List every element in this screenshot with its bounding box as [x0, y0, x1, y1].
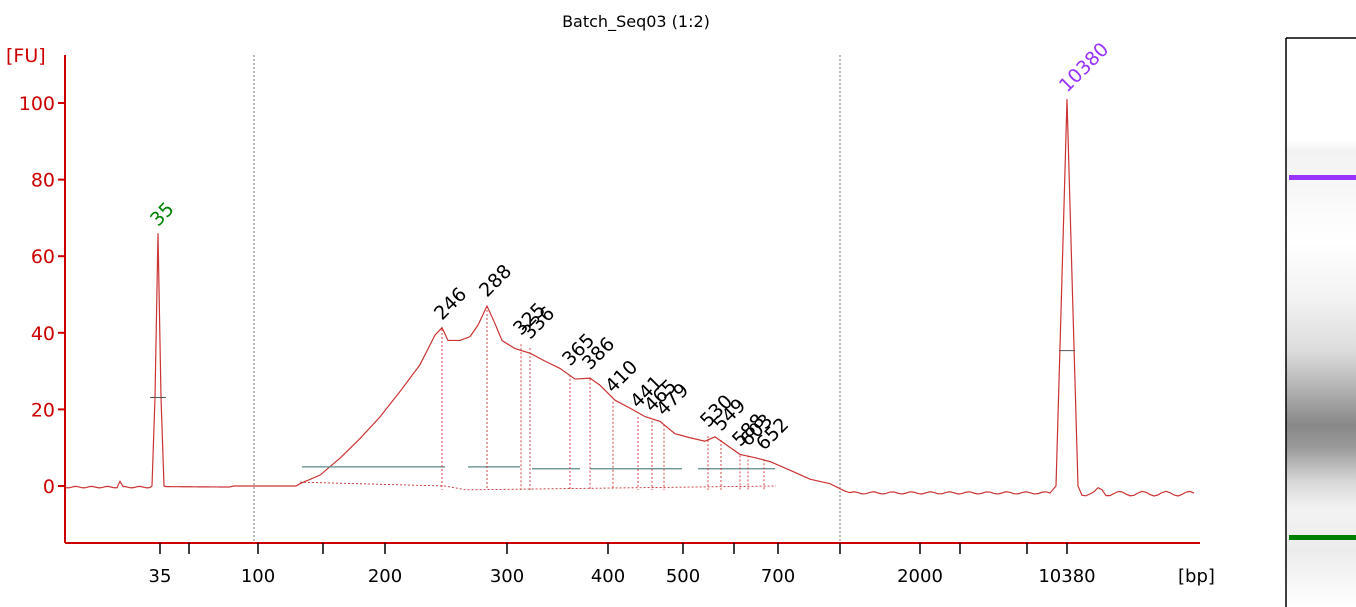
x-tick-label: 700 — [761, 566, 795, 587]
x-tick-label: 2000 — [897, 566, 943, 587]
x-axis-label: [bp] — [1178, 566, 1215, 587]
region-dividers — [253, 55, 841, 543]
chart-title: Batch_Seq03 (1:2) — [562, 12, 710, 32]
smear-floor — [299, 481, 777, 491]
y-tick-label: 0 — [43, 476, 55, 498]
x-tick-label: 300 — [490, 566, 524, 587]
series-line — [65, 99, 1195, 497]
peak-label: 246 — [430, 283, 471, 324]
y-tick-label: 40 — [31, 323, 55, 345]
axes: 0 20 40 60 80 100 35 100 200 300 400 500 700 2000 1038… — [19, 55, 1200, 587]
x-tick-label: 200 — [368, 566, 402, 587]
x-tick-label: 500 — [666, 566, 700, 587]
gel-band-upper-marker — [1289, 175, 1356, 180]
gel-image — [1285, 37, 1356, 607]
x-tick-label: 400 — [591, 566, 625, 587]
y-tick-label: 80 — [31, 170, 55, 192]
y-tick-label: 60 — [31, 246, 55, 268]
x-tick-label: 100 — [241, 566, 275, 587]
x-tick-label: 10380 — [1038, 566, 1095, 587]
peak-label: 288 — [475, 260, 516, 301]
y-tick-label: 20 — [31, 399, 55, 421]
marker-label: 35 — [146, 198, 179, 231]
y-axis-label: [FU] — [6, 45, 46, 67]
x-tick-label: 35 — [149, 566, 172, 587]
y-tick-label: 100 — [19, 93, 55, 115]
trace-group — [65, 99, 1195, 497]
gel-band-lower-marker — [1289, 535, 1356, 540]
marker-label: 10380 — [1055, 38, 1113, 96]
gel-lane — [1286, 38, 1356, 607]
